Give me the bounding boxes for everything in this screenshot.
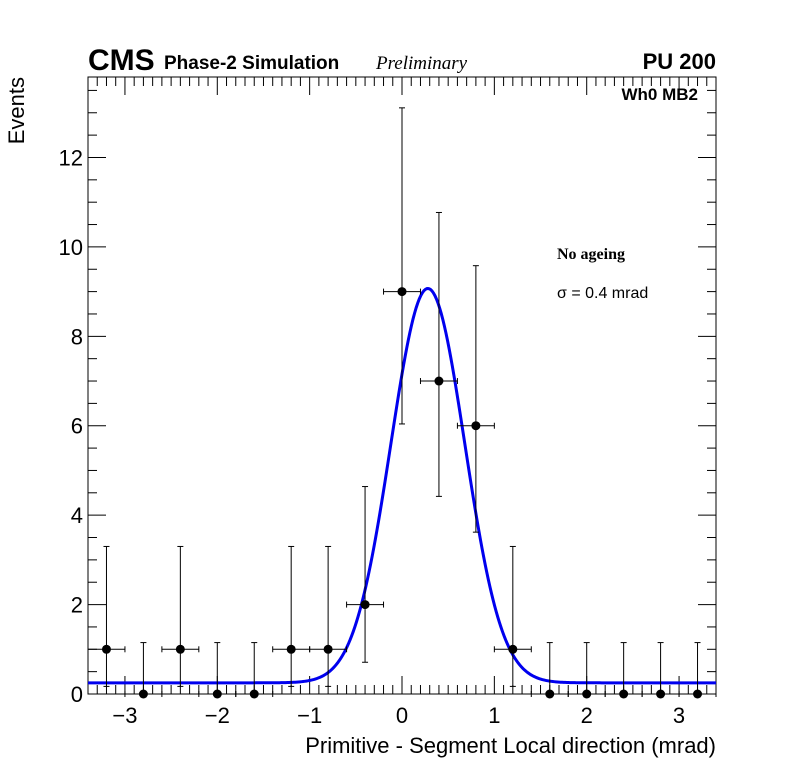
condition-label: No ageing xyxy=(557,246,625,263)
y-axis-title: Events xyxy=(4,77,29,144)
y-tick-label: 8 xyxy=(71,324,83,349)
data-point-group xyxy=(124,642,163,699)
data-point-group xyxy=(198,642,237,699)
data-point-group xyxy=(383,107,421,425)
phase-label: Phase-2 Simulation xyxy=(164,53,339,74)
data-point-group xyxy=(87,545,126,687)
x-tick-label: 2 xyxy=(581,703,593,728)
data-point-group xyxy=(346,486,385,663)
x-tick-label: 0 xyxy=(396,703,408,728)
data-point xyxy=(212,689,222,699)
data-point xyxy=(360,600,370,610)
data-point-group xyxy=(530,642,569,699)
data-point xyxy=(101,644,111,654)
data-point-group xyxy=(235,642,274,699)
y-tick-label: 2 xyxy=(71,593,83,618)
x-tick-label: 1 xyxy=(488,703,500,728)
data-point xyxy=(434,376,444,386)
data-point xyxy=(545,689,555,699)
y-tick-label: 0 xyxy=(71,682,83,707)
data-point xyxy=(175,644,185,654)
cms-label: CMS xyxy=(88,44,155,77)
data-point-group xyxy=(456,265,495,533)
data-point xyxy=(397,287,407,297)
data-point-group xyxy=(604,642,643,699)
data-point xyxy=(286,644,296,654)
y-tick-label: 6 xyxy=(71,414,83,439)
data-point xyxy=(656,689,666,699)
sigma-label: σ = 0.4 mrad xyxy=(557,285,648,302)
data-point-group xyxy=(493,545,532,687)
data-point xyxy=(582,689,592,699)
data-point xyxy=(249,689,259,699)
y-tick-label: 10 xyxy=(59,235,83,260)
data-point-group xyxy=(567,642,606,699)
x-tick-label: −3 xyxy=(112,703,137,728)
x-tick-label: 3 xyxy=(673,703,685,728)
chart-title: Wh0 MB2 xyxy=(622,85,699,104)
data-point-group xyxy=(678,642,717,699)
data-point-group xyxy=(641,642,680,699)
data-point-group xyxy=(272,545,311,687)
y-tick-label: 4 xyxy=(71,503,83,528)
data-point-group xyxy=(419,211,458,497)
preliminary-label: Preliminary xyxy=(375,53,468,74)
x-axis-title: Primitive - Segment Local direction (mra… xyxy=(305,733,716,758)
data-point xyxy=(471,421,481,431)
data-point xyxy=(693,689,703,699)
data-point xyxy=(508,644,518,654)
x-tick-label: −1 xyxy=(297,703,322,728)
data-point-group xyxy=(309,545,348,687)
x-tick-label: −2 xyxy=(205,703,230,728)
data-point-group xyxy=(161,545,200,687)
y-tick-label: 12 xyxy=(59,145,83,170)
pileup-label: PU 200 xyxy=(643,49,716,74)
data-point xyxy=(138,689,148,699)
data-point xyxy=(619,689,629,699)
data-point xyxy=(323,644,333,654)
